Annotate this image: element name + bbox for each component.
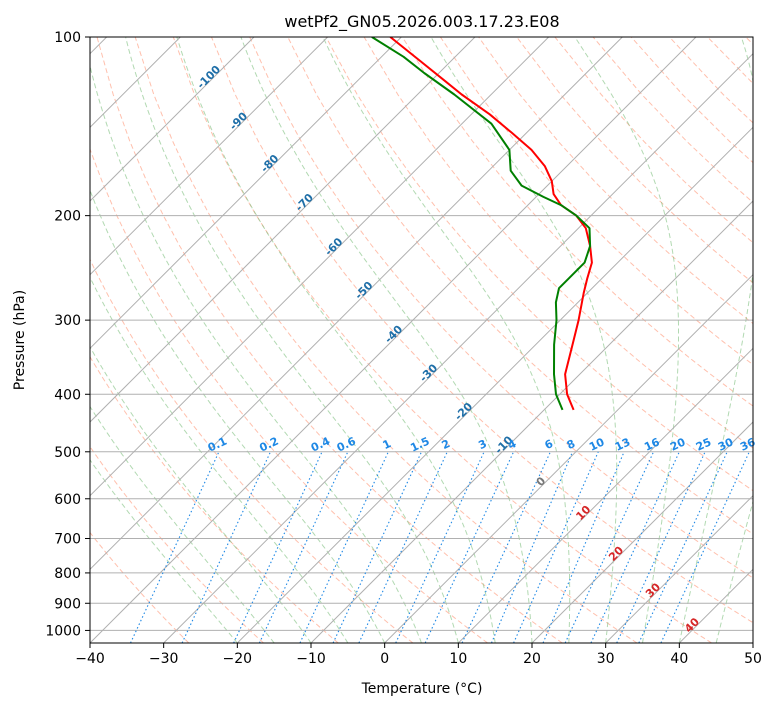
dry-adiabat: [325, 37, 753, 492]
y-axis-ticks: 100 200 300 400 500 600 700 800 900 1000: [45, 30, 90, 639]
y-tick-label: 600: [54, 492, 81, 508]
x-tick-label: 50: [744, 651, 762, 667]
y-tick-label: 100: [54, 30, 81, 46]
dry-adiabat: [96, 37, 563, 643]
y-tick-label: 200: [54, 209, 81, 225]
moist-adiabat: [240, 37, 533, 643]
y-tick-label: 800: [54, 566, 81, 582]
isotherm-line: [531, 421, 753, 643]
x-axis-ticks: −40 −30 −20 −10 0 10 20 30 40 50: [75, 643, 762, 667]
mixing-ratio-line: [513, 451, 599, 643]
mixing-ratio-line: [660, 451, 750, 643]
dry-adiabat: [90, 531, 190, 643]
moist-adiabat: [322, 37, 571, 643]
moist-adiabat: [90, 405, 275, 643]
isotherm-line: [90, 37, 697, 643]
isotherm-line: [236, 126, 753, 643]
x-tick-label: 10: [449, 651, 467, 667]
dry-adiabat: [90, 147, 488, 643]
mixing-ratio-line: [358, 451, 448, 643]
dewpoint-profile: [371, 37, 592, 411]
dry-adiabat: [90, 445, 264, 643]
background-lines: [90, 37, 753, 643]
profiles: [371, 37, 593, 411]
mixing-ratio-lines: [130, 451, 750, 643]
mixing-ratio-line: [590, 451, 680, 643]
moist-adiabat: [715, 499, 753, 643]
moist-adiabat: [430, 37, 618, 643]
dry-adiabat: [439, 37, 753, 366]
isotherm-line: [163, 52, 753, 643]
mixing-ratio-line: [299, 451, 389, 643]
mixing-ratio-line: [616, 451, 706, 643]
isotherm-line: [90, 37, 255, 202]
dry-adiabat: [172, 37, 712, 643]
mixing-ratio-line: [395, 451, 485, 643]
dry-adiabat: [134, 37, 638, 643]
mixing-ratio-line: [542, 451, 625, 643]
dry-adiabat: [516, 37, 753, 284]
x-tick-label: 40: [670, 651, 688, 667]
y-tick-label: 700: [54, 532, 81, 548]
moist-adiabat: [90, 189, 386, 643]
mixing-ratio-line: [258, 451, 349, 643]
mixing-ratio-line: [490, 451, 574, 643]
moist-adiabat: [90, 276, 349, 643]
isotherm-line: [90, 37, 402, 350]
mixing-ratio-label: 13: [613, 436, 632, 454]
mixing-ratio-label: 16: [642, 435, 662, 453]
mixing-ratio-line: [564, 451, 655, 643]
y-tick-label: 500: [54, 445, 81, 461]
x-tick-label: −40: [75, 651, 105, 667]
x-tick-label: −20: [223, 651, 253, 667]
isotherm-line: [457, 347, 753, 643]
chart-title: wetPf2_GN05.2026.003.17.23.E08: [284, 12, 559, 32]
moist-adiabat: [574, 37, 679, 643]
isotherm-line: [605, 494, 753, 643]
mixing-ratio-line: [181, 451, 271, 643]
moist-adiabat: [176, 37, 496, 643]
isotherm-line: [90, 37, 623, 571]
plot-frame: [89, 36, 754, 644]
mixing-ratio-line: [461, 451, 551, 643]
y-tick-label: 300: [54, 313, 81, 329]
x-tick-label: −30: [149, 651, 179, 667]
isotherm-line: [90, 37, 550, 497]
mixing-ratio-label: 10: [587, 435, 607, 453]
mixing-ratio-line: [638, 451, 728, 643]
dry-adiabat: [90, 355, 339, 643]
x-tick-label: 0: [380, 651, 389, 667]
x-axis-label: Temperature (°C): [361, 681, 483, 697]
mixing-ratio-line: [233, 451, 323, 643]
x-tick-label: −10: [296, 651, 326, 667]
y-axis-label: Pressure (hPa): [12, 290, 28, 390]
isotherm-line: [384, 273, 753, 643]
y-tick-label: 1000: [45, 623, 81, 639]
moist-adiabat: [90, 458, 238, 643]
dry-adiabat: [249, 37, 753, 579]
y-tick-label: 400: [54, 387, 81, 403]
mixing-ratio-label: 30: [716, 435, 736, 453]
dry-adiabat: [211, 37, 753, 624]
mixing-ratio-line: [424, 451, 515, 643]
moist-adiabat: [125, 37, 459, 643]
mixing-ratio-line: [332, 451, 422, 643]
dry-adiabat: [401, 37, 753, 407]
x-tick-label: 30: [597, 651, 615, 667]
mixing-ratio-line: [130, 451, 220, 643]
mixing-ratio-label: 25: [694, 436, 713, 454]
isotherm-line: [310, 200, 753, 643]
isotherm-line: [90, 37, 476, 423]
x-tick-label: 20: [523, 651, 541, 667]
y-tick-label: 900: [54, 596, 81, 612]
mixing-ratio-label: 20: [668, 435, 688, 453]
isotherm-line: [90, 37, 329, 276]
moist-adiabat: [678, 37, 753, 643]
